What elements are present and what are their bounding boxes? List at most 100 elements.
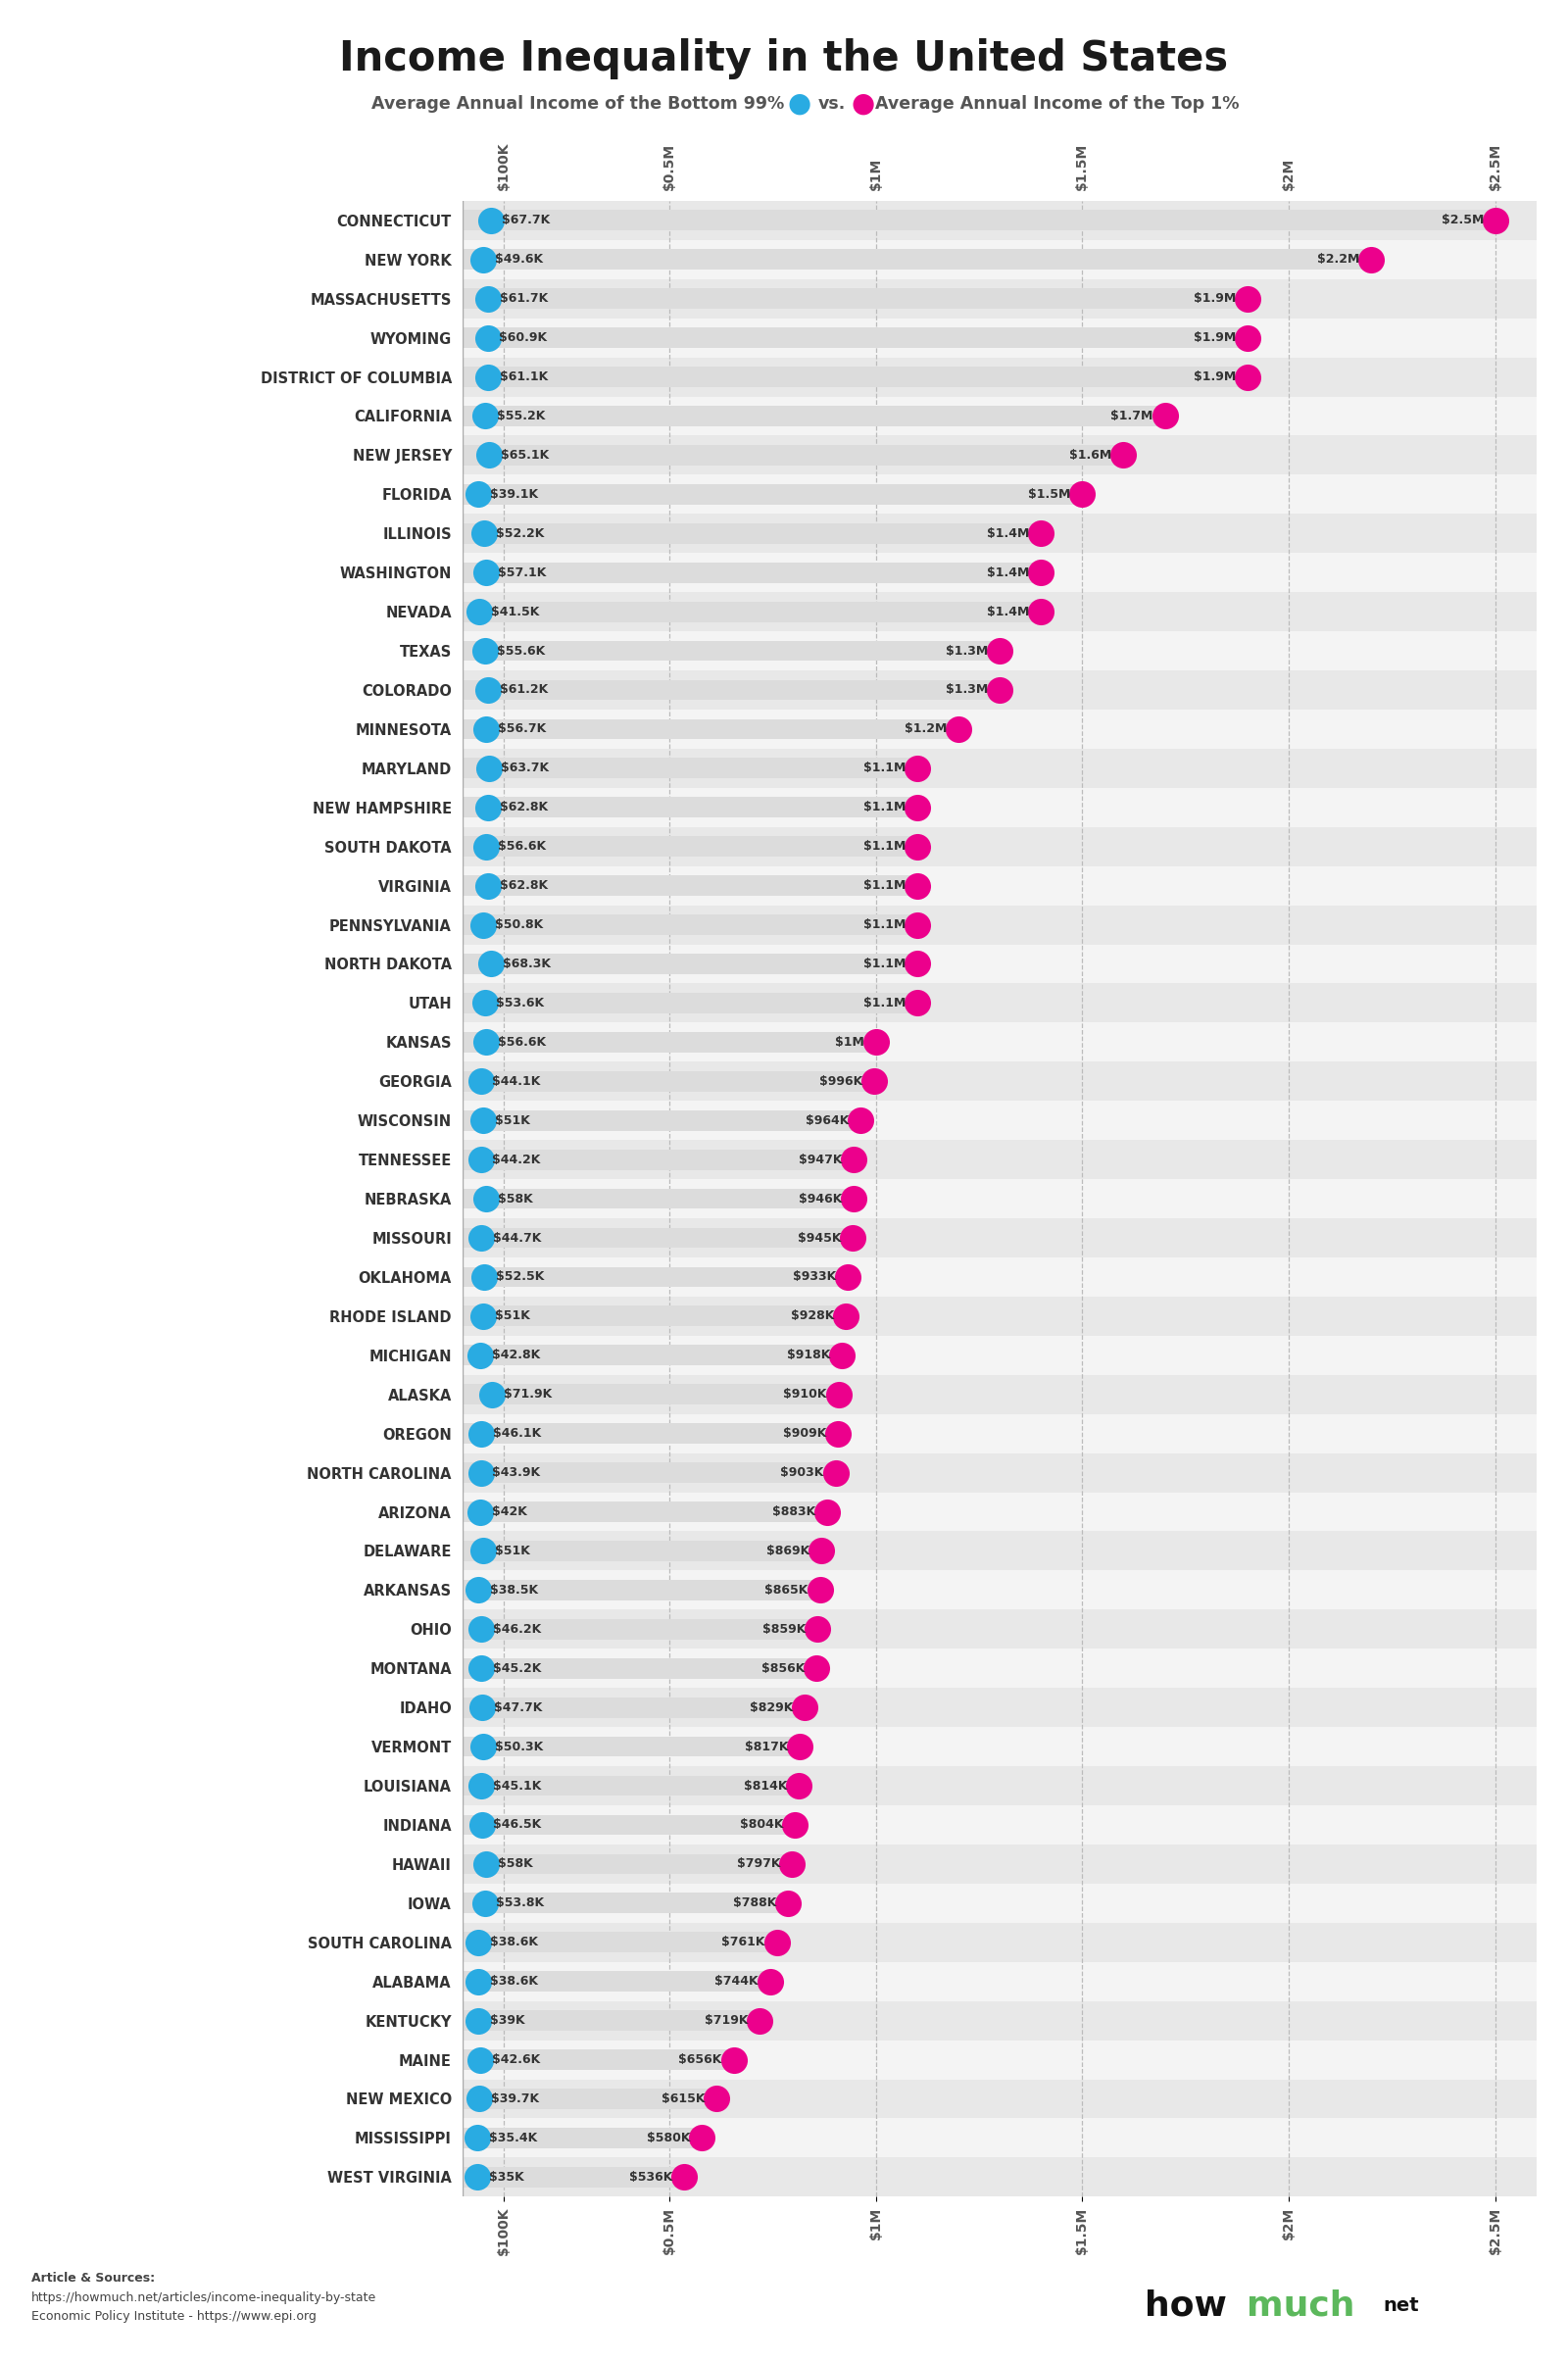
Point xyxy=(905,827,930,864)
Text: $883K: $883K xyxy=(773,1505,815,1519)
Point xyxy=(474,827,499,864)
Bar xyxy=(463,1932,776,1953)
Bar xyxy=(463,1618,817,1639)
Text: $1.1M: $1.1M xyxy=(862,997,905,1009)
Bar xyxy=(463,1972,770,1991)
Text: $909K: $909K xyxy=(782,1427,826,1441)
Bar xyxy=(463,992,917,1013)
Text: $1.5M: $1.5M xyxy=(1029,489,1071,501)
Point xyxy=(466,1571,491,1609)
Point xyxy=(1112,437,1137,475)
Text: how: how xyxy=(1145,2289,1226,2322)
Bar xyxy=(463,288,1248,309)
Point xyxy=(840,1141,866,1179)
Point xyxy=(466,2001,491,2038)
Point xyxy=(792,1689,817,1727)
Text: https://howmuch.net/articles/income-inequality-by-state: https://howmuch.net/articles/income-ineq… xyxy=(31,2291,376,2303)
Bar xyxy=(463,1462,836,1483)
Bar xyxy=(463,475,1537,515)
Text: $43.9K: $43.9K xyxy=(492,1467,541,1479)
Text: $39.7K: $39.7K xyxy=(491,2093,539,2105)
Text: $44.7K: $44.7K xyxy=(492,1231,541,1245)
Text: $615K: $615K xyxy=(662,2093,706,2105)
Point xyxy=(477,749,502,787)
Point xyxy=(764,1923,789,1960)
Point xyxy=(470,1689,495,1727)
Bar xyxy=(463,2128,702,2147)
Point xyxy=(474,553,499,590)
Bar xyxy=(463,1179,1537,1219)
Point xyxy=(829,1337,855,1375)
Text: $1.4M: $1.4M xyxy=(986,605,1029,619)
Text: $45.1K: $45.1K xyxy=(492,1779,541,1793)
Text: $744K: $744K xyxy=(715,1975,759,1989)
Bar xyxy=(463,1070,873,1091)
Point xyxy=(477,867,502,905)
Bar xyxy=(463,1963,1537,2001)
Text: $996K: $996K xyxy=(818,1075,862,1087)
Bar xyxy=(463,2001,1537,2041)
Bar xyxy=(463,631,1537,671)
Bar xyxy=(463,1219,1537,1257)
Point xyxy=(671,2159,696,2197)
Bar xyxy=(463,593,1537,631)
Bar xyxy=(463,444,1124,465)
Point xyxy=(786,1767,811,1805)
Point xyxy=(469,1141,494,1179)
Point xyxy=(804,1611,829,1649)
Text: $38.5K: $38.5K xyxy=(491,1583,538,1597)
Text: $61.7K: $61.7K xyxy=(500,293,547,305)
Bar xyxy=(463,1580,820,1599)
Text: $797K: $797K xyxy=(737,1857,781,1871)
Bar xyxy=(463,1805,1537,1845)
Point xyxy=(478,201,503,239)
Text: $859K: $859K xyxy=(762,1623,806,1635)
Text: $1.9M: $1.9M xyxy=(1193,371,1236,383)
Bar xyxy=(463,1141,1537,1179)
Point xyxy=(464,2119,489,2157)
Point xyxy=(1029,593,1054,631)
Text: $62.8K: $62.8K xyxy=(500,801,549,815)
Point xyxy=(905,985,930,1023)
Point xyxy=(905,749,930,787)
Point xyxy=(823,1453,848,1490)
Point xyxy=(721,2041,746,2079)
Bar xyxy=(463,1306,845,1327)
Point xyxy=(1236,359,1261,397)
Text: $2.5M: $2.5M xyxy=(1441,215,1483,227)
Text: $58K: $58K xyxy=(499,1857,533,1871)
Text: $49.6K: $49.6K xyxy=(494,253,543,267)
Point xyxy=(470,1101,495,1138)
Bar xyxy=(463,1658,817,1679)
Point xyxy=(690,2119,715,2157)
Text: $946K: $946K xyxy=(798,1193,842,1205)
Point xyxy=(905,945,930,983)
Text: $61.2K: $61.2K xyxy=(500,683,547,697)
Bar xyxy=(463,2166,684,2187)
Bar xyxy=(463,827,1537,867)
Text: $38.6K: $38.6K xyxy=(491,1975,538,1989)
Text: ●: ● xyxy=(851,90,875,118)
Bar xyxy=(463,1023,1537,1063)
Bar xyxy=(463,1335,1537,1375)
Point xyxy=(1483,201,1508,239)
Point xyxy=(469,1649,494,1686)
Point xyxy=(470,907,495,945)
Text: $47.7K: $47.7K xyxy=(494,1701,543,1715)
Bar xyxy=(463,602,1041,621)
Text: $56.7K: $56.7K xyxy=(497,723,546,735)
Point xyxy=(474,711,499,749)
Bar xyxy=(463,905,1537,945)
Text: $1.1M: $1.1M xyxy=(862,841,905,853)
Text: $65.1K: $65.1K xyxy=(502,449,549,461)
Point xyxy=(474,1023,499,1061)
Text: Income Inequality in the United States: Income Inequality in the United States xyxy=(340,38,1228,78)
Text: $44.2K: $44.2K xyxy=(492,1153,541,1167)
Point xyxy=(840,1219,866,1257)
Point xyxy=(1236,279,1261,317)
Text: $63.7K: $63.7K xyxy=(500,763,549,775)
Point xyxy=(477,789,502,827)
Bar xyxy=(463,357,1537,397)
Point xyxy=(833,1297,858,1335)
Text: $910K: $910K xyxy=(784,1389,826,1401)
